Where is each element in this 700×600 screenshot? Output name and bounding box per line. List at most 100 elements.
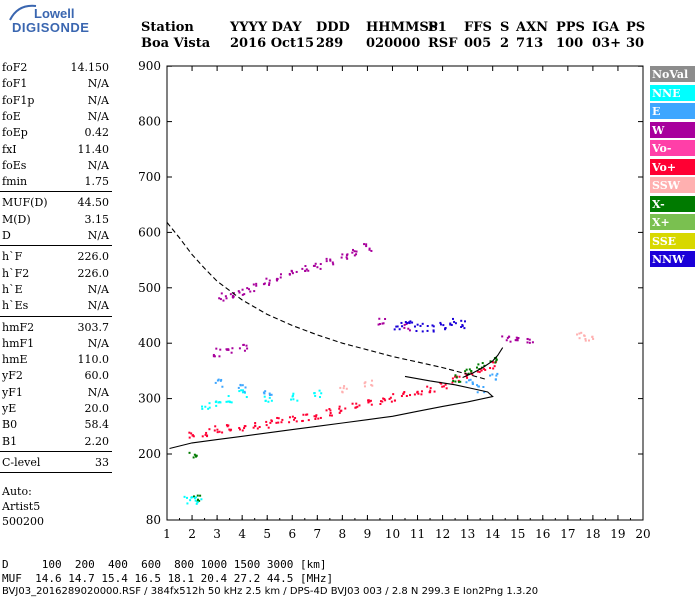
trace-point [355, 406, 358, 409]
trace-point [188, 451, 191, 454]
trace-point [214, 401, 217, 404]
trace-point [208, 428, 211, 431]
trace-point [363, 382, 366, 385]
trace-point [454, 375, 457, 378]
trace-point [218, 401, 221, 404]
param-key: foF1p [2, 93, 35, 107]
trace-point [345, 387, 348, 390]
trace-point [400, 321, 403, 324]
trace-point [367, 399, 370, 402]
trace-point [467, 372, 470, 375]
trace-point [263, 282, 266, 285]
trace-point [417, 392, 420, 395]
trace-point [355, 250, 358, 253]
trace-point [325, 260, 328, 263]
trace-point [351, 251, 354, 254]
param-value: 110.0 [77, 353, 110, 367]
x-tick-label: 20 [635, 527, 650, 541]
param-key: B1 [2, 434, 18, 448]
trace-point [281, 418, 284, 421]
trace-point [460, 326, 463, 329]
trace-point [576, 333, 579, 336]
trace-point [351, 402, 354, 405]
trace-point [255, 284, 258, 287]
trace-point [429, 391, 432, 394]
y-tick-label: 400 [138, 336, 161, 350]
header-value: 03+ [592, 36, 621, 51]
param-row: fxI 11.40 [2, 142, 109, 157]
legend-item: NNE [650, 84, 695, 102]
footer-file-row: BVJ03_2016289020000.RSF / 384fx512h 50 k… [2, 586, 539, 597]
trace-point [363, 243, 366, 246]
trace-point [400, 395, 403, 398]
trace-point [464, 320, 467, 323]
x-tick-label: 14 [485, 527, 501, 541]
trace-point [249, 290, 252, 293]
y-tick-label: 300 [138, 392, 161, 406]
trace-point [243, 293, 246, 296]
trace-point [494, 378, 497, 381]
trace-point [319, 263, 322, 266]
trace-point [402, 392, 405, 395]
trace-point [225, 348, 228, 351]
trace-point [460, 319, 463, 322]
trace-point [493, 365, 496, 368]
legend-item: SSW [650, 177, 695, 194]
trace-point [243, 425, 246, 428]
trace-point [413, 393, 416, 396]
trace-point [445, 387, 448, 390]
param-value: N/A [87, 93, 109, 107]
param-value: 226.0 [77, 266, 110, 280]
trace-point [426, 385, 429, 388]
param-value: 60.0 [84, 369, 110, 383]
param-value: 3.15 [84, 212, 110, 226]
trace-point [240, 389, 243, 392]
trace-point [293, 418, 296, 421]
auto-line1: Artist5 [2, 500, 41, 513]
trace-point [314, 417, 317, 420]
param-value: N/A [87, 109, 109, 123]
trace-point [243, 427, 246, 430]
param-row: foF1 N/A [2, 76, 109, 91]
trace-point [304, 265, 307, 268]
param-key: C-level [2, 455, 41, 469]
trace-point [268, 396, 271, 399]
param-row: MUF(D) 44.50 [2, 195, 109, 210]
trace-point [432, 325, 435, 328]
trace-point [580, 331, 583, 334]
trace-point [390, 400, 393, 403]
trace-point [183, 495, 186, 498]
param-row: foEs N/A [2, 158, 109, 173]
param-separator [0, 191, 112, 193]
auto-title: Auto: [2, 485, 32, 498]
trace-point [331, 261, 334, 264]
trace-point [356, 405, 359, 408]
trace-point [193, 497, 196, 500]
trace-point [317, 417, 320, 420]
trace-point [254, 425, 257, 428]
trace-point [222, 299, 225, 302]
trace-point [476, 391, 479, 394]
param-key: foF1 [2, 77, 28, 91]
trace-point [196, 498, 199, 501]
trace-point [301, 420, 304, 423]
trace-point [243, 349, 246, 352]
trace-point [231, 347, 234, 350]
trace-point [291, 415, 294, 418]
trace-point [264, 390, 267, 393]
param-separator [0, 245, 112, 247]
trace-point [192, 456, 195, 459]
trace-point [245, 396, 248, 399]
trace-point [406, 322, 409, 325]
trace-point [378, 322, 381, 325]
trace-point [230, 401, 233, 404]
trace-point [421, 330, 424, 333]
trace-point [494, 361, 497, 364]
trace-point [458, 375, 461, 378]
trace-point [352, 248, 355, 251]
trace-point [338, 407, 341, 410]
header-value: 2016 Oct15 [230, 36, 315, 51]
trace-point [218, 355, 221, 358]
trace-point [288, 416, 291, 419]
logo-digisonde: DIGISONDE [12, 20, 90, 35]
